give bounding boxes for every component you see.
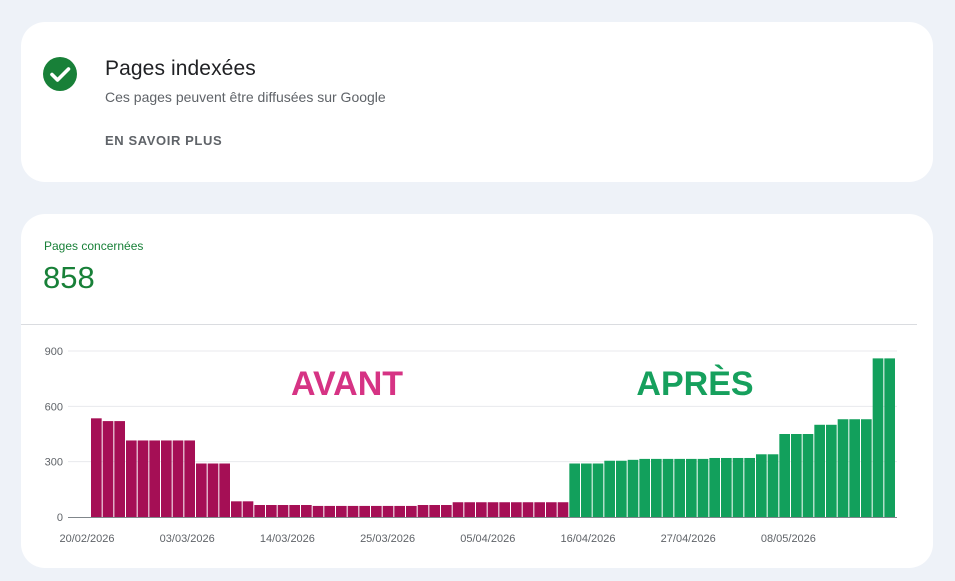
bar xyxy=(767,454,779,517)
bar xyxy=(254,505,265,517)
bar xyxy=(569,463,580,517)
bar xyxy=(861,419,872,517)
bar xyxy=(651,458,662,517)
bar xyxy=(371,505,382,517)
bar xyxy=(581,463,592,517)
page-subtitle: Ces pages peuvent être diffusées sur Goo… xyxy=(105,89,386,105)
metric-value: 858 xyxy=(43,260,95,295)
bar xyxy=(126,440,137,517)
bar xyxy=(826,424,837,517)
bar xyxy=(347,505,359,517)
x-tick-label: 08/05/2026 xyxy=(761,533,816,545)
bar xyxy=(487,502,499,517)
bar xyxy=(616,460,627,517)
indexed-pages-chart: 900 600 300 0 20/02/2026 03/03/2026 14/03/2026… xyxy=(45,346,897,545)
bar xyxy=(184,440,195,517)
bar xyxy=(301,505,312,517)
x-tick-label: 05/04/2026 xyxy=(460,533,515,545)
bar xyxy=(394,505,405,517)
bar xyxy=(662,458,674,517)
bar xyxy=(161,440,172,517)
bar xyxy=(429,505,440,517)
bar xyxy=(779,434,790,517)
bar xyxy=(102,421,114,517)
bar xyxy=(149,440,160,517)
bar xyxy=(557,502,569,517)
bar xyxy=(837,419,849,517)
bar xyxy=(406,505,417,517)
y-tick-label: 600 xyxy=(45,401,63,413)
y-tick-label: 0 xyxy=(57,512,63,524)
bar xyxy=(312,505,324,517)
bar xyxy=(686,458,697,517)
y-tick-label: 300 xyxy=(45,457,63,469)
bar xyxy=(452,502,464,517)
bar xyxy=(884,358,895,517)
bar xyxy=(522,502,534,517)
bar xyxy=(382,505,394,517)
bar xyxy=(697,458,709,517)
x-tick-label: 14/03/2026 xyxy=(260,533,315,545)
x-tick-label: 27/04/2026 xyxy=(661,533,716,545)
bar xyxy=(91,418,102,517)
bar xyxy=(721,457,732,517)
bar xyxy=(872,358,884,517)
bar xyxy=(627,459,639,517)
chart-card: Pages concernées 858 900 600 300 0 20/02/202… xyxy=(21,214,933,568)
bar xyxy=(639,458,650,517)
annotation-before: AVANT xyxy=(291,365,403,403)
bar xyxy=(791,434,802,517)
bar xyxy=(849,419,860,517)
x-tick-label: 16/04/2026 xyxy=(560,533,615,545)
x-tick-label: 03/03/2026 xyxy=(160,533,215,545)
bar xyxy=(756,454,767,517)
bar xyxy=(511,502,522,517)
x-tick-label: 20/02/2026 xyxy=(59,533,114,545)
bar xyxy=(499,502,510,517)
bar xyxy=(196,463,207,517)
bar xyxy=(277,505,289,517)
y-tick-label: 900 xyxy=(45,346,63,358)
bar xyxy=(219,463,230,517)
bar xyxy=(336,505,347,517)
bar xyxy=(464,502,475,517)
learn-more-link[interactable]: EN SAVOIR PLUS xyxy=(105,133,223,148)
bar xyxy=(476,502,487,517)
bar xyxy=(242,501,254,517)
bar xyxy=(441,505,452,517)
bar xyxy=(534,502,545,517)
bar xyxy=(802,434,814,517)
bar xyxy=(137,440,149,517)
bar xyxy=(709,457,720,517)
bar xyxy=(592,463,604,517)
bar xyxy=(744,457,755,517)
bar xyxy=(172,440,184,517)
bar xyxy=(324,505,335,517)
check-circle-icon xyxy=(43,57,77,91)
status-card: Pages indexées Ces pages peuvent être di… xyxy=(21,22,933,182)
bar xyxy=(359,505,370,517)
bar xyxy=(266,505,277,517)
bar xyxy=(546,502,557,517)
bar xyxy=(732,457,744,517)
bar xyxy=(231,501,242,517)
bar xyxy=(604,460,615,517)
metric-label: Pages concernées xyxy=(44,239,144,253)
bar xyxy=(674,458,685,517)
x-tick-label: 25/03/2026 xyxy=(360,533,415,545)
bar xyxy=(417,505,429,517)
bar xyxy=(814,424,825,517)
divider xyxy=(21,324,917,325)
annotation-after: APRÈS xyxy=(636,365,753,403)
bar xyxy=(289,505,300,517)
bar xyxy=(207,463,219,517)
page-title: Pages indexées xyxy=(105,57,256,80)
bar xyxy=(114,421,125,517)
